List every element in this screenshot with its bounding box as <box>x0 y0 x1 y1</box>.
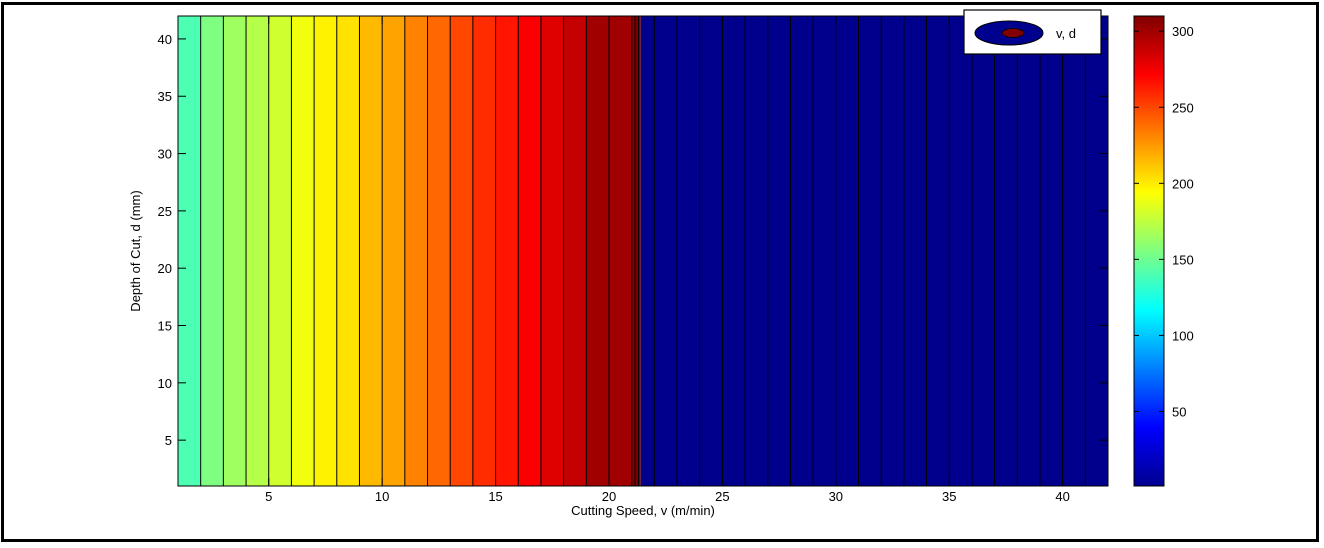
colorbar-tick-label: 250 <box>1172 100 1194 115</box>
contour-band-6 <box>314 16 337 486</box>
contour-band-20 <box>640 16 1108 486</box>
y-tick-label: 20 <box>158 261 172 276</box>
x-tick-label: 25 <box>715 489 729 504</box>
colorbar-scale <box>1133 15 1165 487</box>
colorbar-ticks: 50 100 150 200 250 300 <box>1134 24 1194 419</box>
colorbar-tick-label: 100 <box>1172 328 1194 343</box>
contour-band-11 <box>427 16 451 486</box>
contour-band-19 <box>631 16 641 486</box>
x-tick-label: 35 <box>942 489 956 504</box>
y-axis-label: Depth of Cut, d (mm) <box>128 190 143 311</box>
colorbar-tick-label: 50 <box>1172 404 1186 419</box>
contour-band-8 <box>359 16 383 486</box>
x-tick-label: 5 <box>265 489 272 504</box>
contour-band-14 <box>495 16 519 486</box>
y-tick-label: 5 <box>165 433 172 448</box>
contour-band-10 <box>404 16 428 486</box>
y-tick-label: 15 <box>158 319 172 334</box>
x-tick-label: 40 <box>1055 489 1069 504</box>
x-tick-label: 10 <box>375 489 389 504</box>
contour-band-17 <box>563 16 587 486</box>
legend: v, d <box>963 9 1102 55</box>
x-tick-label: 15 <box>488 489 502 504</box>
x-tick-label: 30 <box>829 489 843 504</box>
contour-band-3 <box>246 16 269 486</box>
y-tick-label: 40 <box>158 32 172 47</box>
colorbar-tick-label: 150 <box>1172 252 1194 267</box>
plot-area-border <box>177 15 1109 487</box>
contour-band-0 <box>178 16 201 486</box>
y-tick-label: 10 <box>158 376 172 391</box>
contour-band-13 <box>472 16 496 486</box>
contour-band-7 <box>336 16 360 486</box>
y-axis-ticks: 5 10 15 20 25 30 35 40 <box>158 32 1108 448</box>
y-tick-label: 25 <box>158 204 172 219</box>
y-tick-label: 35 <box>158 89 172 104</box>
y-tick-label: 30 <box>158 147 172 162</box>
contour-band-4 <box>268 16 292 486</box>
legend-marker-inner <box>1001 28 1025 38</box>
contour-bands <box>178 16 1108 486</box>
contour-band-16 <box>540 16 564 486</box>
contour-band-2 <box>223 16 247 486</box>
legend-label: v, d <box>1056 26 1076 41</box>
colorbar-tick-label: 200 <box>1172 176 1194 191</box>
colorbar-tick-label: 300 <box>1172 24 1194 39</box>
x-axis-ticks: 5 10 15 20 25 30 35 40 <box>265 16 1070 504</box>
contour-band-15 <box>518 16 541 486</box>
contour-band-9 <box>382 16 405 486</box>
x-tick-label: 20 <box>602 489 616 504</box>
x-axis-label: Cutting Speed, v (m/min) <box>571 503 715 518</box>
contour-band-1 <box>200 16 224 486</box>
contour-band-5 <box>291 16 315 486</box>
contour-band-12 <box>450 16 473 486</box>
colorbar: 50 100 150 200 250 300 <box>1133 15 1194 487</box>
